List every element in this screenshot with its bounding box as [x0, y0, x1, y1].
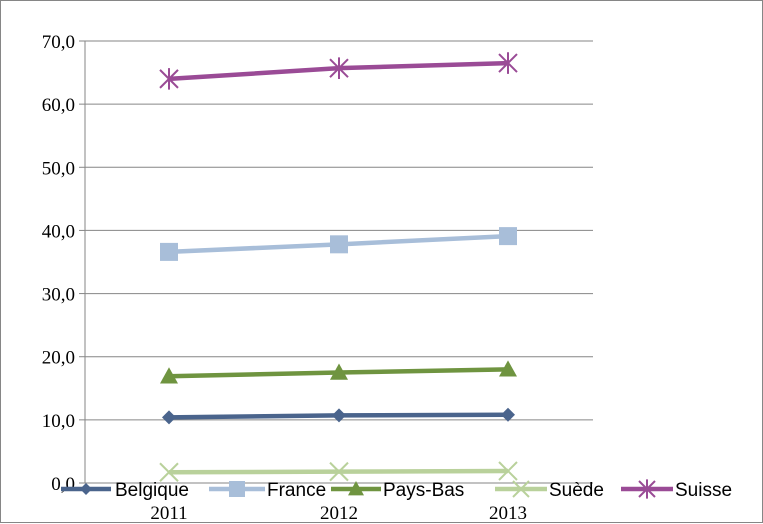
data-point-pays-bas [330, 363, 348, 380]
data-point-belgique [332, 408, 346, 423]
y-tick-label: 20,0 [42, 348, 75, 369]
data-point-france [330, 235, 348, 254]
legend-label-belgique: Belgique [115, 480, 189, 501]
legend-marker-suede [512, 480, 530, 498]
legend-label-suede: Suède [549, 480, 604, 501]
y-tick-label: 30,0 [42, 285, 75, 306]
legend-marker-france [229, 481, 245, 497]
legend-marker-belgique [80, 483, 92, 495]
legend-marker-pays-bas [348, 481, 364, 496]
x-tick-label: 2012 [320, 503, 358, 524]
data-point-belgique [501, 407, 515, 422]
data-point-suisse [159, 68, 179, 90]
data-point-pays-bas [499, 360, 517, 377]
legend-label-france: France [267, 480, 326, 501]
y-tick-label: 40,0 [42, 221, 75, 242]
legend-marker-suisse [638, 479, 656, 499]
y-tick-label: 70,0 [42, 32, 75, 53]
data-point-suede [159, 462, 179, 482]
y-tick-label: 60,0 [42, 95, 75, 116]
legend-label-pays-bas: Pays-Bas [383, 480, 464, 501]
y-tick-label: 0,0 [51, 474, 75, 495]
data-point-belgique [162, 410, 176, 425]
data-point-suede [498, 461, 518, 481]
x-tick-label: 2013 [489, 503, 527, 524]
legend-label-suisse: Suisse [675, 480, 732, 501]
data-point-france [160, 242, 178, 261]
y-tick-label: 10,0 [42, 411, 75, 432]
data-point-france [499, 227, 517, 246]
y-tick-label: 50,0 [42, 158, 75, 179]
data-point-suisse [498, 52, 518, 74]
data-point-suisse [329, 57, 349, 79]
x-tick-label: 2011 [150, 503, 187, 524]
data-point-pays-bas [160, 367, 178, 384]
data-point-suede [329, 461, 349, 482]
